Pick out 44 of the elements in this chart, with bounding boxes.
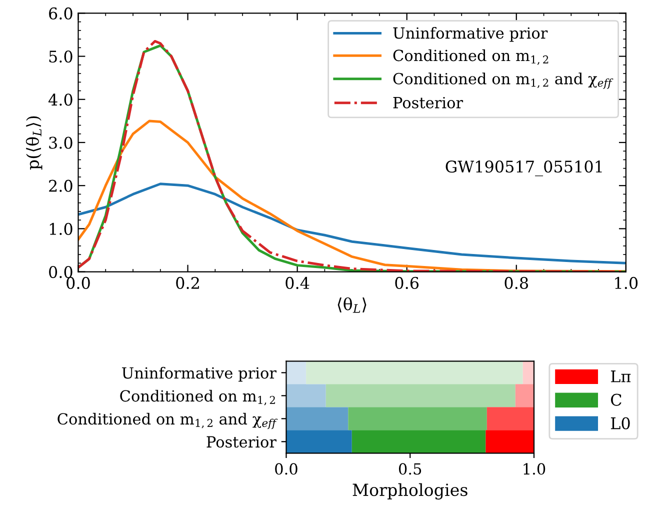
x-tick-label: 0.5 [398,463,422,475]
x-tick-label: 1.0 [524,463,546,475]
x-tick-label: 1.0 [615,276,638,290]
y-tick-label: 5.0 [49,50,72,63]
y-tick-label: 6.0 [49,7,72,20]
bar [286,361,306,384]
legend-label: Lπ [610,370,631,382]
bar [286,430,352,454]
bar [348,407,487,430]
x-tick-label: 0.6 [395,276,419,290]
x-tick-label: 0.0 [66,276,90,290]
x-tick-label: 0.2 [176,276,199,290]
bar [486,430,534,454]
x-tick-label: 0.8 [504,276,528,290]
x-axis-title: ⟨θ$_{L}$⟩ [338,297,366,313]
line-series [78,182,626,264]
bar [286,384,326,408]
y-tick-label: Uninformative prior [122,366,276,382]
bar [515,384,534,408]
legend-label: C [610,394,622,406]
y-tick-label: Posterior [206,436,277,448]
y-tick-label: Conditioned on m$_{1,2}$ [120,390,275,406]
y-tick-label: Conditioned on m$_{1,2}$ and χ$_{eff}$ [58,412,278,430]
annotation: GW190517_055101 [446,160,602,176]
bar [286,407,348,430]
y-tick-label: 2.0 [49,180,72,192]
y-tick-label: 4.0 [48,94,72,106]
bar [522,361,534,384]
x-tick-label: 0.4 [286,276,310,290]
y-tick-label: 0.0 [49,266,72,278]
x-axis-title: Morphologies [352,483,468,500]
bar [352,430,486,454]
y-axis-title: p(⟨θ$_{L}$⟩) [26,116,42,170]
x-tick-label: 0.0 [275,463,298,475]
bar [486,407,534,430]
legend-label: Posterior [393,96,464,108]
bar [326,384,516,408]
y-tick-label: 1.0 [50,222,72,235]
legend-label: Conditioned on m$_{1,2}$ [393,49,548,65]
legend-label: L0 [610,417,630,430]
legend-label: Conditioned on m$_{1,2}$ and χ$_{eff}$ [393,72,614,89]
legend-label: Uninformative prior [393,26,548,42]
bar [306,361,523,384]
y-tick-label: 3.0 [49,136,72,149]
